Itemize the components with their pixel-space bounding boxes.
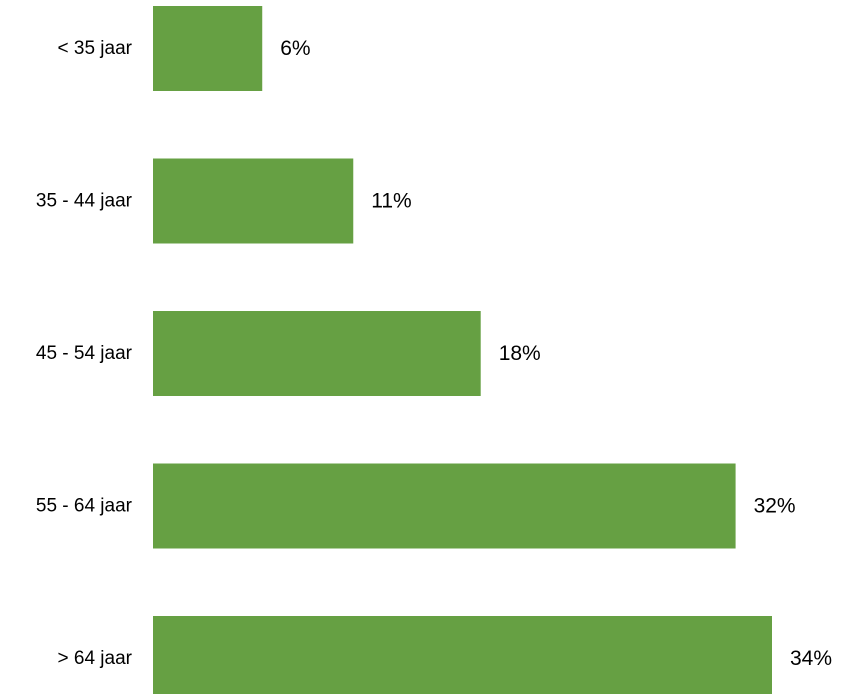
category-label-55-64-jaar: 55 - 64 jaar <box>36 496 133 517</box>
category-label-35-44-jaar: 35 - 44 jaar <box>36 191 133 212</box>
bar-64-jaar <box>153 616 772 694</box>
category-label-35-jaar: < 35 jaar <box>58 38 133 59</box>
value-label-64-jaar: 34% <box>790 647 832 670</box>
value-label-55-64-jaar: 32% <box>754 495 796 518</box>
category-labels-group: < 35 jaar 35 - 44 jaar 45 - 54 jaar 55 - 64… <box>36 38 133 669</box>
value-label-35-jaar: 6% <box>280 37 310 60</box>
category-label-45-54-jaar: 45 - 54 jaar <box>36 343 133 364</box>
value-label-45-54-jaar: 18% <box>499 342 541 365</box>
bar-35-44-jaar <box>153 158 354 244</box>
bars-group <box>153 6 772 694</box>
value-label-35-44-jaar: 11% <box>371 190 411 213</box>
value-labels-group: 6% 11% 18% 32% 34% <box>280 37 832 670</box>
bar-45-54-jaar <box>153 311 481 396</box>
category-label-64-jaar: > 64 jaar <box>58 648 133 669</box>
bar-55-64-jaar <box>153 463 736 549</box>
bar-35-jaar <box>153 6 263 91</box>
